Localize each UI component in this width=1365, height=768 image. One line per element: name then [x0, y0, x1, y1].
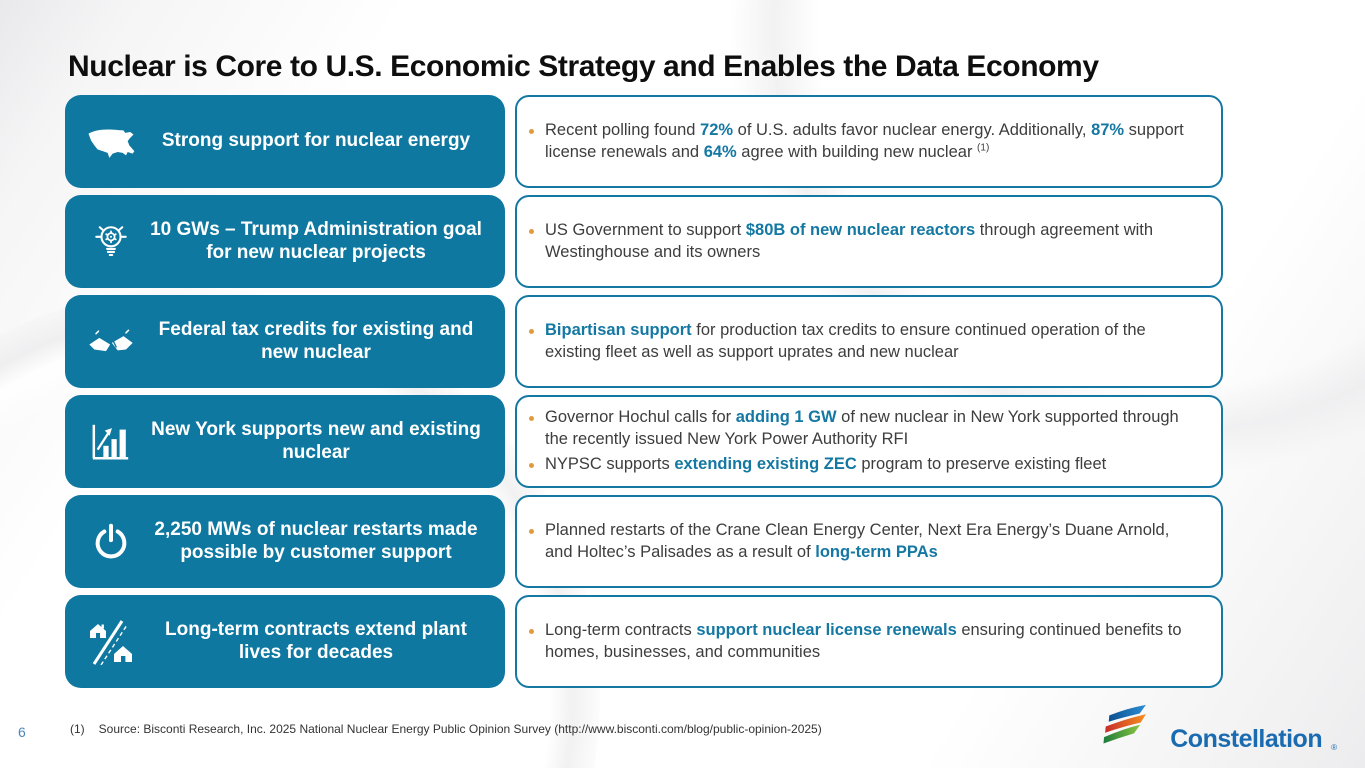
bullet-dot	[529, 328, 534, 334]
logo-registered-mark: ®	[1331, 743, 1337, 752]
bullet-text: Governor Hochul calls for adding 1 GW of…	[545, 408, 1179, 449]
bullet-item: Governor Hochul calls for adding 1 GW of…	[529, 407, 1195, 451]
bullet-dot	[529, 528, 534, 534]
bullet-item: Bipartisan support for production tax cr…	[529, 320, 1195, 364]
topic-title: 10 GWs – Trump Administration goal for n…	[150, 219, 482, 263]
topic-title: Long-term contracts extend plant lives f…	[165, 619, 467, 663]
row-federal-tax-credits: Federal tax credits for existing and new…	[65, 295, 1365, 388]
usa-map-icon	[83, 124, 139, 160]
row-strong-support: Strong support for nuclear energy Recent…	[65, 95, 1365, 188]
topic-box-trump-goal: 10 GWs – Trump Administration goal for n…	[65, 195, 505, 288]
page-title: Nuclear is Core to U.S. Economic Strateg…	[68, 50, 1099, 83]
homes-road-icon	[83, 619, 139, 665]
detail-box-trump-goal: US Government to support $80B of new nuc…	[515, 195, 1223, 288]
detail-box-long-term-contracts: Long-term contracts support nuclear lice…	[515, 595, 1223, 688]
footnote-marker: (1)	[70, 722, 85, 736]
slide-footer: 6 (1) Source: Bisconti Research, Inc. 20…	[0, 704, 1365, 768]
bullet-text: Recent polling found 72% of U.S. adults …	[545, 120, 1184, 161]
bullet-item: NYPSC supports extending existing ZEC pr…	[529, 454, 1195, 476]
bullet-item: Recent polling found 72% of U.S. adults …	[529, 120, 1195, 164]
topic-title: New York supports new and existing nucle…	[151, 419, 481, 463]
topic-box-federal-tax-credits: Federal tax credits for existing and new…	[65, 295, 505, 388]
bullet-dot	[529, 128, 534, 134]
detail-box-federal-tax-credits: Bipartisan support for production tax cr…	[515, 295, 1223, 388]
topic-box-restarts: 2,250 MWs of nuclear restarts made possi…	[65, 495, 505, 588]
topic-box-strong-support: Strong support for nuclear energy	[65, 95, 505, 188]
bullet-text: Bipartisan support for production tax cr…	[545, 320, 1146, 361]
bullet-dot	[529, 628, 534, 634]
bullet-dot	[529, 416, 534, 422]
footnote-text: Source: Bisconti Research, Inc. 2025 Nat…	[98, 722, 822, 736]
topic-title: 2,250 MWs of nuclear restarts made possi…	[154, 519, 478, 563]
bullet-text: Planned restarts of the Crane Clean Ener…	[545, 520, 1170, 561]
handshake-icon	[83, 326, 139, 358]
row-trump-goal: 10 GWs – Trump Administration goal for n…	[65, 195, 1365, 288]
detail-box-strong-support: Recent polling found 72% of U.S. adults …	[515, 95, 1223, 188]
rows-container: Strong support for nuclear energy Recent…	[65, 95, 1365, 688]
row-restarts: 2,250 MWs of nuclear restarts made possi…	[65, 495, 1365, 588]
topic-box-new-york: New York supports new and existing nucle…	[65, 395, 505, 488]
bullet-text: NYPSC supports extending existing ZEC pr…	[545, 454, 1107, 473]
bar-chart-growth-icon	[83, 422, 139, 462]
footnote: (1) Source: Bisconti Research, Inc. 2025…	[70, 722, 822, 736]
bullet-dot	[529, 462, 534, 468]
detail-box-new-york: Governor Hochul calls for adding 1 GW of…	[515, 395, 1223, 488]
row-long-term-contracts: Long-term contracts extend plant lives f…	[65, 595, 1365, 688]
bullet-text: Long-term contracts support nuclear lice…	[545, 620, 1182, 661]
page-number: 6	[18, 724, 26, 740]
bullet-item: US Government to support $80B of new nuc…	[529, 220, 1195, 264]
constellation-swoosh-icon	[1098, 703, 1162, 752]
bullet-text: US Government to support $80B of new nuc…	[545, 220, 1154, 261]
bullet-item: Planned restarts of the Crane Clean Ener…	[529, 520, 1195, 564]
topic-box-long-term-contracts: Long-term contracts extend plant lives f…	[65, 595, 505, 688]
constellation-logo: Constellation ®	[1098, 703, 1337, 752]
detail-box-restarts: Planned restarts of the Crane Clean Ener…	[515, 495, 1223, 588]
row-new-york: New York supports new and existing nucle…	[65, 395, 1365, 488]
bullet-dot	[529, 228, 534, 234]
power-button-icon	[83, 521, 139, 563]
logo-wordmark: Constellation	[1170, 725, 1323, 753]
topic-title: Federal tax credits for existing and new…	[158, 319, 474, 363]
topic-title: Strong support for nuclear energy	[161, 130, 471, 152]
lightbulb-gear-icon	[83, 221, 139, 263]
bullet-item: Long-term contracts support nuclear lice…	[529, 620, 1195, 664]
